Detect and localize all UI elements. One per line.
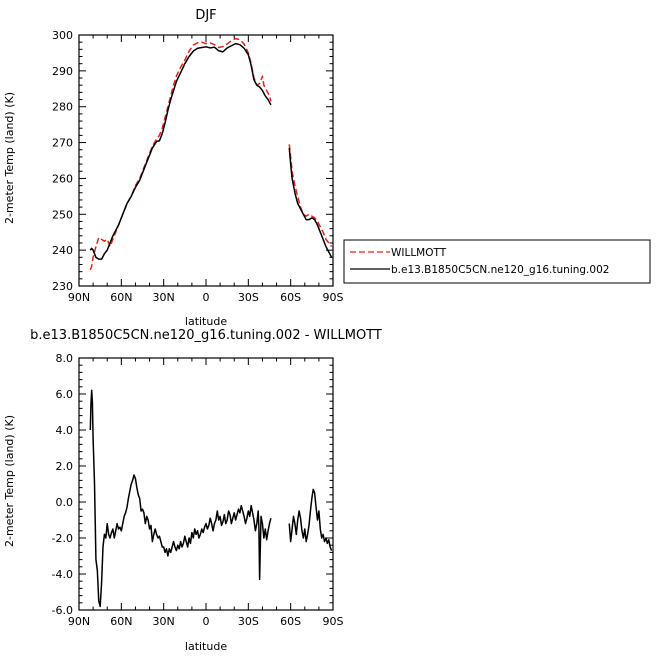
top-x-tick-label: 30S — [238, 291, 259, 304]
top-series-1-line-segment-0 — [89, 42, 272, 260]
top-x-tick-label: 60N — [110, 291, 132, 304]
top-y-tick-label: 260 — [52, 172, 73, 185]
top-chart-title: DJF — [195, 8, 216, 23]
bottom-x-tick-label: 90N — [68, 615, 90, 628]
top-x-tick-label: 90N — [68, 291, 90, 304]
top-y-tick-label: 270 — [52, 137, 73, 150]
top-x-tick-label: 60S — [280, 291, 301, 304]
bottom-panel: b.e13.B1850C5CN.ne120_g16.tuning.002 - W… — [3, 328, 382, 653]
top-series-0-line-segment-1 — [288, 144, 333, 248]
bottom-x-tick-label: 90S — [323, 615, 344, 628]
top-series-0-line-segment-0 — [89, 37, 272, 271]
top-series-1-line-segment-1 — [288, 147, 333, 258]
top-y-tick-label: 290 — [52, 65, 73, 78]
bottom-x-tick-label: 60N — [110, 615, 132, 628]
bottom-y-tick-label: 4.0 — [56, 424, 74, 437]
bottom-y-axis-label: 2-meter Temp (land) (K) — [3, 415, 16, 547]
top-y-tick-label: 280 — [52, 101, 73, 114]
top-plot-frame — [78, 34, 334, 287]
bottom-series-0-line-segment-1 — [288, 488, 333, 551]
legend: WILLMOTT b.e13.B1850C5CN.ne120_g16.tunin… — [343, 239, 651, 284]
bottom-y-tick-label: 2.0 — [56, 460, 74, 473]
top-plot-area: 90N 60N 30N 0 30S 60S 90S 230 240 250 260 270 280 290… — [52, 29, 344, 304]
bottom-x-tick-label: 30N — [153, 615, 175, 628]
bottom-y-tick-label: -6.0 — [52, 604, 73, 617]
legend-box — [343, 239, 651, 284]
bottom-x-axis-label: latitude — [185, 640, 227, 653]
top-y-tick-label: 240 — [52, 244, 73, 257]
legend-label-model: b.e13.B1850C5CN.ne120_g16.tuning.002 — [391, 264, 609, 276]
bottom-series-0-line-segment-0 — [89, 389, 272, 608]
bottom-x-tick-label: 60S — [280, 615, 301, 628]
top-x-tick-label: 0 — [203, 291, 210, 304]
bottom-y-tick-label: 0.0 — [56, 496, 74, 509]
bottom-x-tick-label: 30S — [238, 615, 259, 628]
top-x-tick-label: 30N — [153, 291, 175, 304]
bottom-chart-title: b.e13.B1850C5CN.ne120_g16.tuning.002 - W… — [30, 328, 382, 343]
top-x-tick-label: 90S — [323, 291, 344, 304]
top-y-axis-label: 2-meter Temp (land) (K) — [3, 92, 16, 224]
bottom-x-tick-label: 0 — [203, 615, 210, 628]
bottom-plot-frame — [78, 357, 334, 611]
top-x-axis-label: latitude — [185, 315, 227, 328]
bottom-y-tick-label: 8.0 — [56, 352, 74, 365]
legend-label-willmott: WILLMOTT — [391, 247, 447, 259]
bottom-plot-area: 90N 60N 30N 0 30S 60S 90S -6.0 -4.0 -2.0 0.0 2.0 4.0… — [52, 352, 344, 628]
top-y-tick-label: 300 — [52, 29, 73, 42]
top-y-tick-label: 250 — [52, 208, 73, 221]
bottom-y-tick-label: -4.0 — [52, 568, 73, 581]
bottom-y-tick-label: 6.0 — [56, 388, 74, 401]
bottom-y-tick-label: -2.0 — [52, 532, 73, 545]
top-y-tick-label: 230 — [52, 280, 73, 293]
top-panel: DJF 2-meter Temp (land) (K) latitude 90N… — [3, 8, 651, 328]
